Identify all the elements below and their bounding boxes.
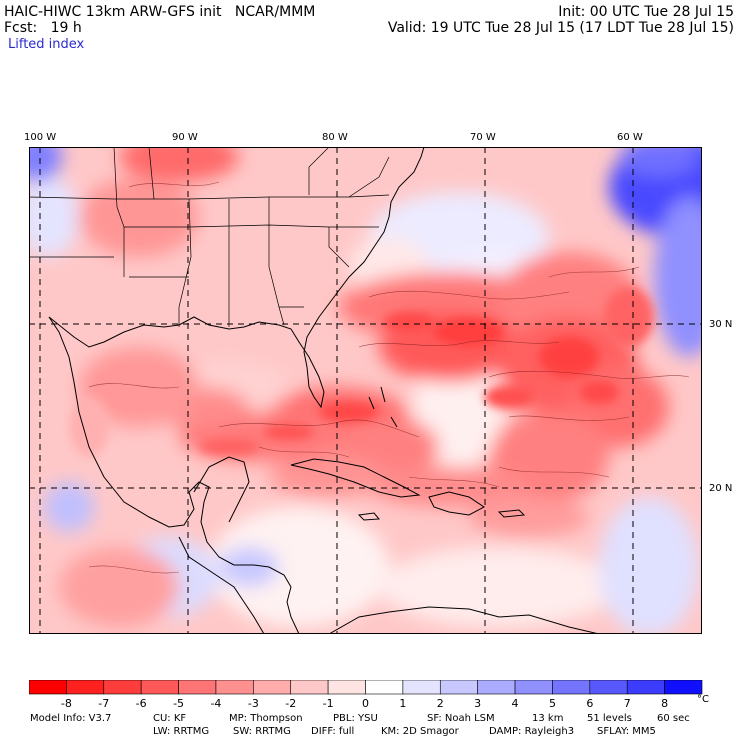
footer-timestep: 60 sec (657, 713, 690, 724)
colorbar-tick-label: -3 (248, 697, 259, 710)
colorbar-tick-label: -8 (61, 697, 72, 710)
model-title: HAIC-HIWC 13km ARW-GFS init NCAR/MMM (4, 4, 316, 20)
colorbar-tick-label: -2 (285, 697, 296, 710)
colorbar-tick-label: 7 (624, 697, 631, 710)
field-name: Lifted index (8, 37, 85, 52)
valid-time: Valid: 19 UTC Tue 28 Jul 15 (17 LDT Tue … (387, 20, 734, 36)
colorbar-cell (477, 680, 516, 695)
colorbar-cell (327, 680, 366, 695)
colorbar-tick-label: -7 (98, 697, 109, 710)
colorbar-unit: °C (697, 694, 709, 705)
footer-sflay: SFLAY: MM5 (597, 726, 656, 737)
colorbar-cell (439, 680, 478, 695)
latlon-grid (29, 147, 702, 634)
lon-label-70w: 70 W (470, 132, 496, 143)
colorbar-labels: -8 -7 -6 -5 -4 -3 -2 -1 0 1 2 3 4 5 6 7 8 (61, 697, 668, 710)
map-frame (29, 147, 702, 634)
colorbar-cell (103, 680, 142, 695)
lon-label-60w: 60 W (617, 132, 643, 143)
field-detail (69, 287, 654, 457)
footer-damp: DAMP: Rayleigh3 (489, 726, 575, 737)
colorbar-tick-label: -5 (173, 697, 184, 710)
colorbar-tick-label: 0 (362, 697, 369, 710)
lon-label-90w: 90 W (172, 132, 198, 143)
lon-label-80w: 80 W (322, 132, 348, 143)
lifted-index-map (29, 147, 702, 634)
colorbar-tick-label: 4 (512, 697, 519, 710)
footer-cu: CU: KF (153, 713, 187, 724)
state-borders (29, 147, 390, 327)
footer-sf: SF: Noah LSM (427, 713, 495, 724)
colorbar-tick-label: -6 (136, 697, 147, 710)
footer-pbl: PBL: YSU (333, 713, 378, 724)
colorbar-tick-label: 3 (474, 697, 481, 710)
forecast-hour: Fcst: 19 h (4, 20, 82, 36)
colorbar-tick-label: -1 (323, 697, 334, 710)
footer-diff: DIFF: full (311, 726, 355, 737)
footer-mp: MP: Thompson (229, 713, 303, 724)
colorbar-cell (178, 680, 217, 695)
colorbar-tick-label: 8 (661, 697, 668, 710)
lat-label-30n: 30 N (709, 319, 733, 330)
colorbar-tick-label: 5 (549, 697, 556, 710)
colorbar-cell (253, 680, 292, 695)
coastlines (48, 147, 600, 634)
li-contours (88, 181, 690, 574)
colorbar-cell (402, 680, 441, 695)
lon-label-100w: 100 W (24, 132, 57, 143)
lat-label-20n: 20 N (709, 483, 733, 494)
colorbar-tick-label: -4 (210, 697, 221, 710)
colorbar-tick-label: 1 (399, 697, 406, 710)
colorbar-tick-label: 6 (586, 697, 593, 710)
colorbar-cell (66, 680, 105, 695)
footer-model-info: Model Info: V3.7 (30, 713, 112, 724)
init-time: Init: 00 UTC Tue 28 Jul 15 (558, 4, 734, 20)
colorbar: -8 -7 -6 -5 -4 -3 -2 -1 0 1 2 3 4 5 6 7 8 (29, 680, 703, 710)
footer-km: KM: 2D Smagor (381, 726, 459, 737)
footer-resolution: 13 km (532, 713, 564, 724)
colorbar-cell (29, 680, 67, 695)
colorbar-cell (664, 680, 703, 695)
colorbar-tick-label: 2 (437, 697, 444, 710)
colorbar-cell (215, 680, 254, 695)
colorbar-cells (29, 680, 703, 695)
colorbar-cell (290, 680, 329, 695)
colorbar-cell (552, 680, 591, 695)
footer-lw: LW: RRTMG (153, 726, 210, 737)
colorbar-cell (514, 680, 553, 695)
colorbar-cell (589, 680, 628, 695)
colorbar-cell (140, 680, 179, 695)
footer-sw: SW: RRTMG (233, 726, 291, 737)
footer-levels: 51 levels (587, 713, 632, 724)
colorbar-cell (626, 680, 665, 695)
colorbar-cell (365, 680, 404, 695)
